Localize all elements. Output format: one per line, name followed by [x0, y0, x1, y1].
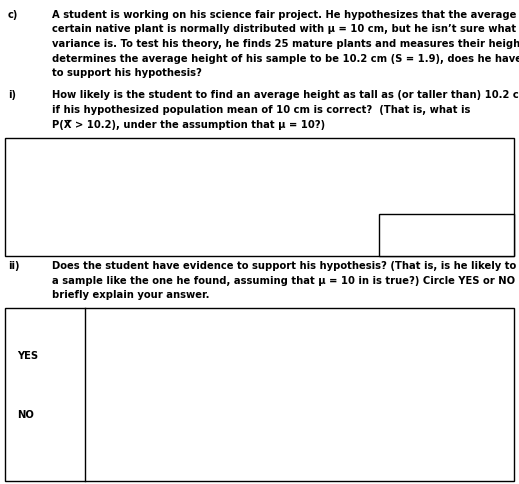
Text: ii): ii) — [8, 261, 20, 271]
Text: to support his hypothesis?: to support his hypothesis? — [52, 68, 202, 78]
Text: YES: YES — [17, 351, 38, 361]
Text: P(Χ̅ > 10.2), under the assumption that μ = 10?): P(Χ̅ > 10.2), under the assumption that … — [52, 120, 325, 130]
Text: How likely is the student to find an average height as tall as (or taller than) : How likely is the student to find an ave… — [52, 91, 519, 101]
Text: certain native plant is normally distributed with μ = 10 cm, but he isn’t sure w: certain native plant is normally distrib… — [52, 25, 519, 34]
Bar — [5, 307, 514, 481]
Text: determines the average height of his sample to be 10.2 cm (S = 1.9), does he hav: determines the average height of his sam… — [52, 54, 519, 63]
Text: briefly explain your answer.: briefly explain your answer. — [52, 290, 210, 300]
Text: a sample like the one he found, assuming that μ = 10 in is true?) Circle YES or : a sample like the one he found, assuming… — [52, 275, 519, 286]
Text: A student is working on his science fair project. He hypothesizes that the avera: A student is working on his science fair… — [52, 10, 519, 20]
Text: i): i) — [8, 91, 16, 101]
Text: Does the student have evidence to support his hypothesis? (That is, is he likely: Does the student have evidence to suppor… — [52, 261, 519, 271]
Bar — [5, 138, 514, 256]
Text: if his hypothesized population mean of 10 cm is correct?  (That is, what is: if his hypothesized population mean of 1… — [52, 105, 470, 115]
Bar — [379, 214, 514, 256]
Text: NO: NO — [17, 410, 34, 420]
Text: c): c) — [8, 10, 18, 20]
Text: variance is. To test his theory, he finds 25 mature plants and measures their he: variance is. To test his theory, he find… — [52, 39, 519, 49]
